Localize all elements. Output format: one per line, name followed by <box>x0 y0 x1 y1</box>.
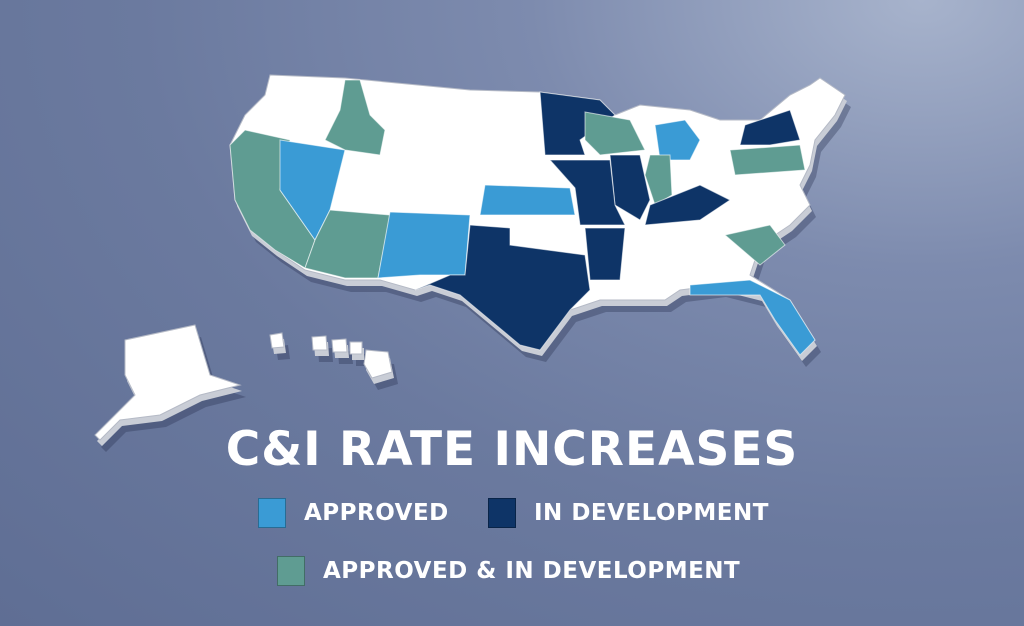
legend-approved: APPROVED <box>258 498 449 528</box>
state-ks <box>479 184 576 216</box>
state-nm <box>377 211 471 279</box>
state-id <box>324 79 386 156</box>
state-tx <box>414 224 591 351</box>
approved-swatch <box>258 498 286 528</box>
hi5-shape <box>363 349 393 379</box>
state-sc <box>723 224 786 266</box>
legend-in-development: IN DEVELOPMENT <box>488 498 769 528</box>
both-swatch <box>277 556 305 586</box>
state-wi <box>584 111 646 156</box>
state-mo <box>548 159 626 226</box>
state-pa <box>729 144 806 176</box>
legend-label: APPROVED & IN DEVELOPMENT <box>323 558 741 584</box>
ak-shape <box>94 324 242 441</box>
state-ky <box>644 184 731 226</box>
map-title: C&I RATE INCREASES <box>225 422 799 477</box>
state-fl <box>689 279 816 356</box>
hi4-shape <box>349 341 363 355</box>
state-ar <box>584 227 626 281</box>
legend-both: APPROVED & IN DEVELOPMENT <box>277 556 740 586</box>
state-ny <box>739 109 801 146</box>
state-mi <box>654 119 701 161</box>
legend-label: APPROVED <box>304 500 449 526</box>
hi3-shape <box>331 338 348 353</box>
state-mn <box>539 91 616 156</box>
states-layer <box>229 79 816 356</box>
hi1-shape <box>269 332 285 349</box>
in-development-swatch <box>488 498 516 528</box>
hi2-shape <box>311 335 328 351</box>
legend-label: IN DEVELOPMENT <box>534 500 769 526</box>
